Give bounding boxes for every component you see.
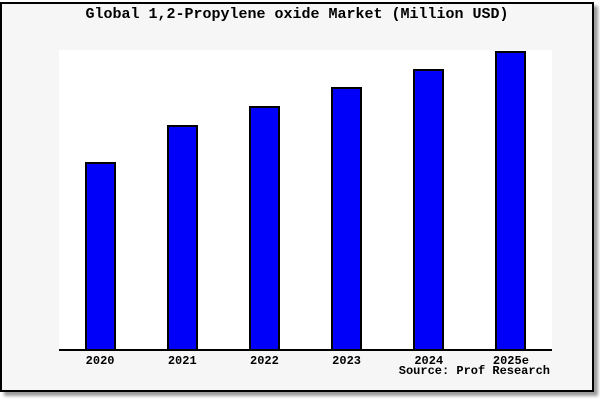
chart-frame: Global 1,2-Propylene oxide Market (Milli… [0, 2, 594, 392]
x-tick-2021: 2021 [167, 354, 197, 368]
x-tick-2020: 2020 [85, 354, 115, 368]
x-tick-2025e: 2025e [492, 354, 529, 368]
bar-2020 [84, 162, 116, 349]
bar-2025e [495, 51, 527, 349]
x-tick-2024: 2024 [414, 354, 444, 368]
source-text: Source: Prof Research [398, 364, 550, 378]
bar-2023 [331, 87, 363, 349]
bar-2022 [248, 106, 280, 349]
bar-2021 [166, 125, 198, 349]
plot-area [59, 50, 552, 351]
bar-2024 [413, 69, 445, 349]
x-tick-2022: 2022 [250, 354, 279, 368]
chart-title: Global 1,2-Propylene oxide Market (Milli… [85, 6, 509, 23]
x-tick-2023: 2023 [332, 354, 361, 368]
